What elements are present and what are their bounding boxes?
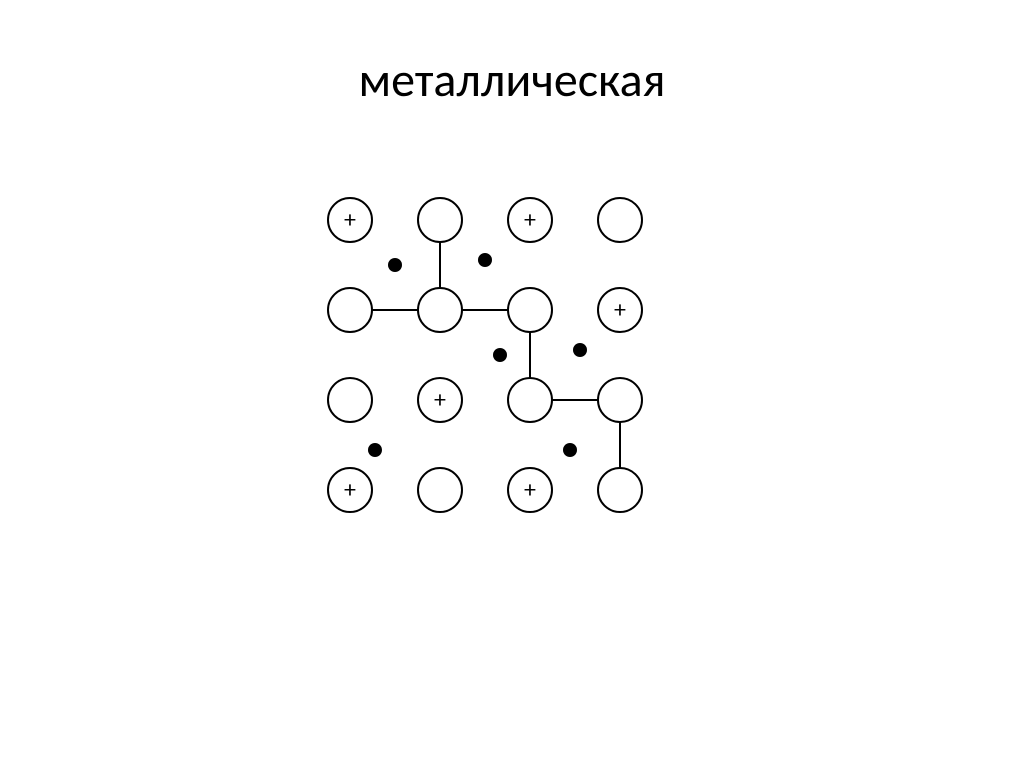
page-title: металлическая [0,50,1024,109]
ion-plus-label: + [524,206,536,235]
ion [418,468,462,512]
ion [418,288,462,332]
ion [418,198,462,242]
ion [598,378,642,422]
ion: + [328,198,372,242]
ion: + [508,198,552,242]
ion [598,198,642,242]
ion [508,378,552,422]
ion: + [508,468,552,512]
ion-plus-label: + [524,476,536,505]
ion [508,288,552,332]
metallic-bond-diagram: + + + + + + [320,190,720,590]
ion [328,378,372,422]
ion-plus-label: + [434,386,446,415]
ion: + [328,468,372,512]
electron [493,348,507,362]
ion-plus-label: + [344,206,356,235]
electron [368,443,382,457]
ion: + [418,378,462,422]
electron [478,253,492,267]
ion [328,288,372,332]
electron [563,443,577,457]
ion-plus-label: + [614,296,626,325]
ion: + [598,288,642,332]
ion [598,468,642,512]
ion-plus-label: + [344,476,356,505]
electron [573,343,587,357]
electron [388,258,402,272]
